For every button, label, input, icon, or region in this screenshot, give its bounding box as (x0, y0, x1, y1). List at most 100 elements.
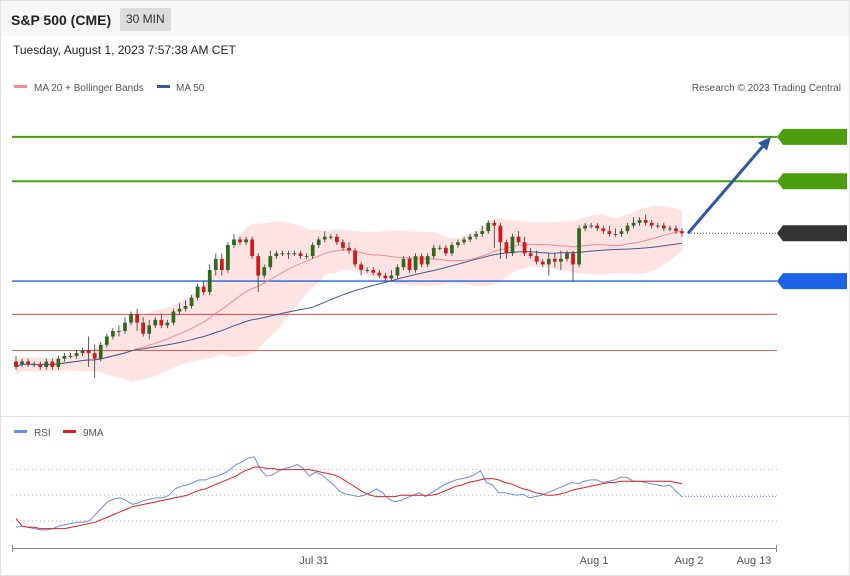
candle (389, 269, 394, 282)
candle-body (32, 364, 37, 366)
candle (123, 317, 127, 334)
candle-body (377, 272, 382, 276)
candle-body (347, 247, 351, 251)
candle-body (583, 225, 588, 229)
timeframe-badge[interactable]: 30 MIN (120, 8, 171, 31)
candle-body (44, 361, 49, 368)
candle (577, 225, 581, 268)
candle (298, 250, 303, 259)
candle-body (159, 319, 164, 326)
candle (92, 344, 97, 379)
candle-body (534, 256, 539, 262)
candle-body (559, 258, 563, 262)
price-panel (12, 128, 847, 382)
candle (135, 308, 139, 331)
candle (322, 231, 327, 243)
candle-body (195, 286, 200, 298)
candle-body (450, 245, 454, 254)
candle-body (516, 236, 521, 243)
candle-body (153, 319, 158, 326)
candle-body (123, 322, 127, 331)
candle-body (510, 236, 515, 254)
candle (280, 250, 285, 257)
level-tag-last (777, 225, 847, 242)
ma9-legend-label: 9MA (83, 428, 104, 439)
candle-body (401, 258, 406, 268)
candle-body (413, 256, 418, 270)
candle (274, 250, 279, 259)
candle (486, 220, 491, 234)
candle-body (468, 236, 472, 240)
instrument-title: S&P 500 (CME) (11, 12, 112, 28)
candle-body (286, 253, 291, 255)
candle-body (74, 353, 79, 356)
candle (262, 264, 267, 279)
candle-body (268, 256, 273, 268)
candle (213, 253, 218, 276)
candle-body (183, 306, 188, 309)
candle (383, 272, 388, 282)
candle-body (577, 228, 581, 265)
candle (413, 253, 418, 273)
candle-body (668, 228, 672, 230)
candle-body (365, 269, 370, 271)
candle (607, 225, 612, 237)
candle-body (316, 239, 321, 246)
candle-body (674, 228, 678, 232)
candle-body (353, 250, 357, 265)
candle-body (86, 350, 91, 354)
candle-body (437, 247, 442, 249)
candle (565, 250, 569, 262)
candle-body (80, 350, 85, 354)
candle-body (135, 314, 139, 323)
candle-body (171, 311, 176, 323)
candle-body (486, 222, 491, 232)
candle-body (232, 239, 236, 246)
candle-body (104, 336, 109, 345)
candle (534, 250, 539, 265)
candle-body (20, 361, 24, 365)
candle (419, 253, 424, 268)
candle (50, 358, 55, 370)
candle-body (546, 258, 551, 265)
candle (474, 231, 479, 240)
ma50-line (15, 242, 683, 368)
x-tick-label: Jul 31 (299, 555, 328, 567)
candle (74, 350, 79, 359)
candle-body (213, 258, 218, 270)
candle-body (371, 269, 376, 273)
candle-body (655, 225, 660, 227)
candle-body (244, 239, 248, 243)
candle-body (147, 325, 152, 334)
candle-body (38, 364, 43, 368)
candle (141, 317, 146, 337)
candle-body (141, 322, 146, 334)
candle (492, 220, 497, 248)
candle-body (50, 361, 55, 368)
candle-body (631, 222, 636, 226)
candle-body (92, 353, 97, 359)
candle (546, 253, 551, 276)
candle-body (219, 258, 224, 270)
candle-body (395, 267, 400, 276)
candle-body (425, 256, 430, 265)
candle-body (262, 267, 267, 276)
candle-body (238, 239, 242, 243)
candle-body (189, 297, 194, 307)
candle (595, 222, 600, 232)
candle (649, 220, 654, 229)
candle-body (110, 330, 115, 337)
candle (552, 253, 557, 268)
candle-body (613, 233, 618, 235)
candle (316, 236, 321, 248)
candle-body (304, 256, 309, 258)
ma9-legend-swatch (63, 430, 76, 433)
candle-body (492, 222, 497, 226)
candle-body (328, 236, 333, 238)
candle (292, 250, 297, 257)
candle (661, 222, 666, 232)
candle (189, 294, 194, 309)
rsi-line (15, 456, 683, 531)
